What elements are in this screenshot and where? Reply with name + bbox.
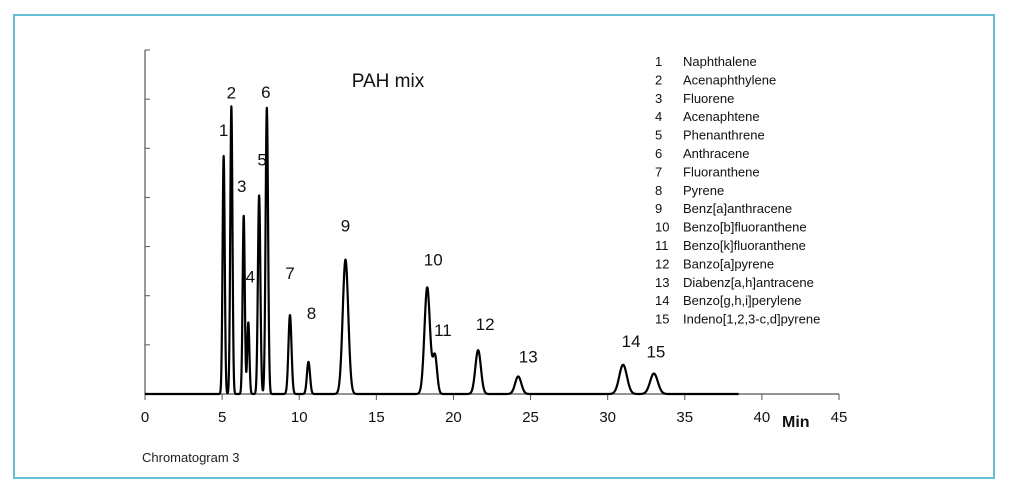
peak-label: 13 xyxy=(519,347,538,366)
legend-compound-name: Naphthalene xyxy=(683,54,757,69)
figure-caption: Chromatogram 3 xyxy=(142,450,240,465)
legend-compound-name: Benzo[g,h,i]perylene xyxy=(683,293,802,308)
legend-number: 2 xyxy=(655,72,662,87)
x-tick-label: 25 xyxy=(522,409,539,426)
legend-number: 4 xyxy=(655,109,662,124)
x-tick-label: 0 xyxy=(141,409,149,426)
legend-compound-name: Benzo[k]fluoranthene xyxy=(683,238,806,253)
trace-layer xyxy=(144,105,740,396)
chart-title: PAH mix xyxy=(352,71,425,92)
legend-compound-name: Phenanthrene xyxy=(683,128,765,143)
legend-number: 11 xyxy=(655,238,669,253)
legend-compound-name: Fluorene xyxy=(683,91,734,106)
legend-number: 5 xyxy=(655,128,662,143)
peak-label: 5 xyxy=(257,150,266,169)
legend-compound-name: Banzo[a]pyrene xyxy=(683,256,774,271)
x-tick-label: 35 xyxy=(676,409,693,426)
legend-compound-name: Diabenz[a,h]antracene xyxy=(683,275,814,290)
figure-frame xyxy=(13,14,995,479)
x-tick-label: 15 xyxy=(368,409,385,426)
x-tick-label: 30 xyxy=(599,409,616,426)
peak-label: 8 xyxy=(307,304,316,323)
peak-label: 6 xyxy=(261,83,270,102)
peak-label: 4 xyxy=(246,267,255,286)
peak-label: 1 xyxy=(219,121,228,140)
legend-number: 1 xyxy=(655,54,662,69)
legend-compound-name: Anthracene xyxy=(683,146,750,161)
legend-compound-name: Indeno[1,2,3-c,d]pyrene xyxy=(683,312,820,327)
legend-compound-name: Benz[a]anthracene xyxy=(683,201,792,216)
peak-label: 12 xyxy=(476,315,495,334)
legend-number: 3 xyxy=(655,91,662,106)
legend-number: 14 xyxy=(655,293,669,308)
peak-label: 11 xyxy=(434,321,452,340)
legend-number: 13 xyxy=(655,275,669,290)
peak-label: 14 xyxy=(622,332,641,351)
x-axis-unit-label: Min xyxy=(782,414,810,431)
legend-number: 7 xyxy=(655,164,662,179)
x-tick-label: 40 xyxy=(754,409,771,426)
peak-label: 2 xyxy=(227,83,236,102)
peak-label: 7 xyxy=(285,264,294,283)
x-tick-label: 45 xyxy=(831,409,848,426)
legend-number: 15 xyxy=(655,312,669,327)
legend-compound-name: Acenaphthylene xyxy=(683,72,776,87)
legend-compound-name: Pyrene xyxy=(683,183,724,198)
x-tick-label: 5 xyxy=(218,409,226,426)
peak-label: 15 xyxy=(646,343,665,362)
legend: 1 Naphthalene 2 Acenaphthylene 3 Fluorene 4 Ace… xyxy=(655,54,820,327)
legend-number: 8 xyxy=(655,183,662,198)
legend-compound-name: Acenaphtene xyxy=(683,109,760,124)
legend-compound-name: Fluoranthene xyxy=(683,164,760,179)
peak-label: 9 xyxy=(341,217,350,236)
legend-number: 12 xyxy=(655,256,669,271)
legend-number: 10 xyxy=(655,220,669,235)
legend-number: 6 xyxy=(655,146,662,161)
x-tick-label: 10 xyxy=(291,409,308,426)
peak-label: 10 xyxy=(424,250,443,269)
x-tick-label: 20 xyxy=(445,409,462,426)
peak-label: 3 xyxy=(237,177,246,196)
legend-compound-name: Benzo[b]fluoranthene xyxy=(683,220,807,235)
legend-number: 9 xyxy=(655,201,662,216)
chromatogram-trace xyxy=(144,105,740,396)
